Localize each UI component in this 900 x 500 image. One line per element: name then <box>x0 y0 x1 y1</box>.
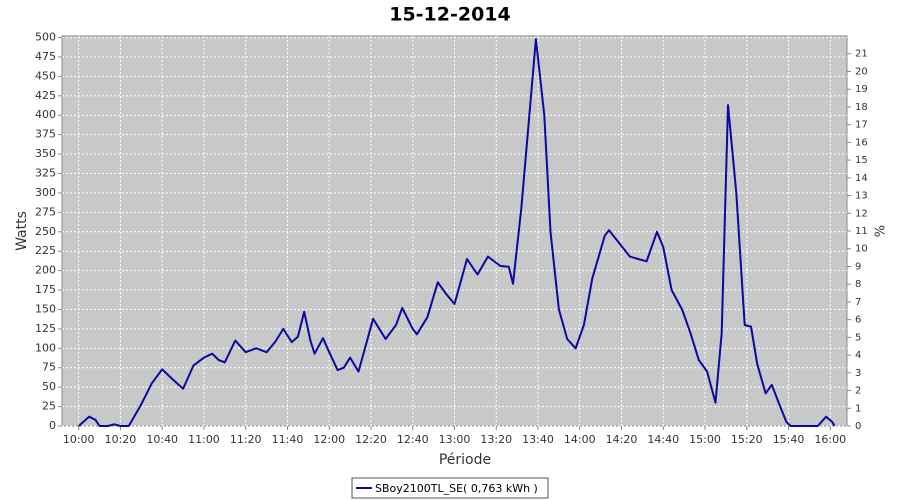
x-tick-label: 12:00 <box>313 433 345 446</box>
y2-tick-label: 9 <box>855 261 861 272</box>
y-tick-label: 350 <box>35 147 56 160</box>
y-tick-label: 475 <box>35 50 56 63</box>
y2-tick-label: 19 <box>855 84 868 95</box>
y2-tick-label: 0 <box>855 421 861 432</box>
y-tick-label: 150 <box>35 302 56 315</box>
y2-tick-label: 1 <box>855 403 861 414</box>
y-tick-label: 175 <box>35 283 56 296</box>
y-tick-label: 500 <box>35 31 56 44</box>
x-axis-label: Période <box>439 452 491 468</box>
legend <box>351 477 549 499</box>
x-tick-label: 11:00 <box>188 433 220 446</box>
x-tick-label: 15:00 <box>689 433 721 446</box>
y2-tick-label: 5 <box>855 332 861 343</box>
x-tick-label: 14:20 <box>606 433 638 446</box>
x-tick-label: 15:40 <box>773 433 805 446</box>
y2-tick-label: 13 <box>855 191 868 202</box>
y2-tick-label: 10 <box>855 244 868 255</box>
y2-tick-label: 3 <box>855 368 861 379</box>
chart-title: 15-12-2014 <box>389 4 511 26</box>
x-tick-label: 16:00 <box>814 433 846 446</box>
data-line <box>78 38 836 427</box>
y-tick-label: 75 <box>42 361 56 374</box>
y2-tick-label: 14 <box>855 173 868 184</box>
y2-tick-label: 11 <box>855 226 868 237</box>
x-tick-label: 13:40 <box>522 433 554 446</box>
y2-tick-label: 7 <box>855 297 861 308</box>
x-tick-label: 14:00 <box>564 433 596 446</box>
y2-tick-label: 18 <box>855 102 868 113</box>
y-tick-label: 0 <box>49 419 56 432</box>
x-tick-label: 13:20 <box>480 433 512 446</box>
x-tick-label: 11:40 <box>272 433 304 446</box>
y2-axis-label: % <box>874 225 889 237</box>
y2-tick-label: 20 <box>855 66 868 77</box>
y2-tick-label: 16 <box>855 137 868 148</box>
y-tick-label: 275 <box>35 205 56 218</box>
y-tick-label: 450 <box>35 69 56 82</box>
y2-tick-label: 2 <box>855 386 861 397</box>
y2-tick-label: 8 <box>855 279 861 290</box>
y-tick-label: 400 <box>35 108 56 121</box>
y2-tick-label: 12 <box>855 208 868 219</box>
y-tick-label: 250 <box>35 225 56 238</box>
y-tick-label: 25 <box>42 400 56 413</box>
y2-tick-label: 15 <box>855 155 868 166</box>
y2-tick-label: 21 <box>855 49 868 60</box>
y-tick-label: 300 <box>35 186 56 199</box>
x-tick-label: 10:00 <box>63 433 95 446</box>
y-tick-label: 50 <box>42 380 56 393</box>
y-axis-label: Watts <box>14 211 30 251</box>
y-tick-label: 100 <box>35 341 56 354</box>
x-tick-label: 12:40 <box>397 433 429 446</box>
x-tick-label: 10:40 <box>146 433 178 446</box>
y2-tick-label: 17 <box>855 120 868 131</box>
x-tick-label: 11:20 <box>230 433 262 446</box>
y-tick-label: 425 <box>35 89 56 102</box>
x-tick-label: 14:40 <box>647 433 679 446</box>
y-tick-label: 125 <box>35 322 56 335</box>
x-tick-label: 15:20 <box>731 433 763 446</box>
x-tick-label: 10:20 <box>105 433 137 446</box>
y2-tick-label: 4 <box>855 350 861 361</box>
y-tick-label: 200 <box>35 264 56 277</box>
y-tick-label: 325 <box>35 167 56 180</box>
x-tick-label: 12:20 <box>355 433 387 446</box>
y-tick-label: 375 <box>35 128 56 141</box>
legend-label: SBoy2100TL_SE( 0,763 kWh ) <box>375 482 538 495</box>
x-tick-label: 13:00 <box>439 433 471 446</box>
y2-tick-label: 6 <box>855 315 861 326</box>
y-tick-label: 225 <box>35 244 56 257</box>
